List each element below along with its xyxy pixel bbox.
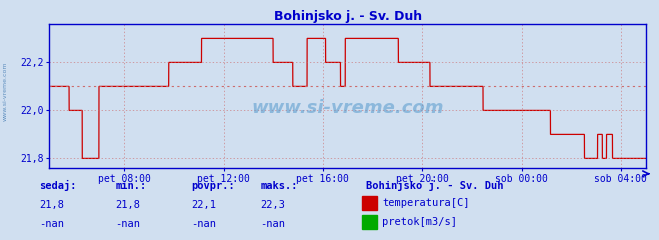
- Text: min.:: min.:: [115, 181, 146, 191]
- Text: povpr.:: povpr.:: [191, 181, 235, 191]
- Text: -nan: -nan: [260, 219, 285, 229]
- Text: 22,1: 22,1: [191, 200, 216, 210]
- Text: Bohinjsko j. - Sv. Duh: Bohinjsko j. - Sv. Duh: [366, 180, 503, 191]
- Text: -nan: -nan: [115, 219, 140, 229]
- Text: 21,8: 21,8: [40, 200, 65, 210]
- Text: www.si-vreme.com: www.si-vreme.com: [3, 61, 8, 121]
- Text: www.si-vreme.com: www.si-vreme.com: [251, 99, 444, 117]
- Text: sedaj:: sedaj:: [40, 180, 77, 191]
- Text: -nan: -nan: [191, 219, 216, 229]
- Text: 22,3: 22,3: [260, 200, 285, 210]
- Text: 21,8: 21,8: [115, 200, 140, 210]
- Text: maks.:: maks.:: [260, 181, 298, 191]
- Text: pretok[m3/s]: pretok[m3/s]: [382, 217, 457, 227]
- Text: -nan: -nan: [40, 219, 65, 229]
- Text: temperatura[C]: temperatura[C]: [382, 198, 470, 208]
- Title: Bohinjsko j. - Sv. Duh: Bohinjsko j. - Sv. Duh: [273, 10, 422, 23]
